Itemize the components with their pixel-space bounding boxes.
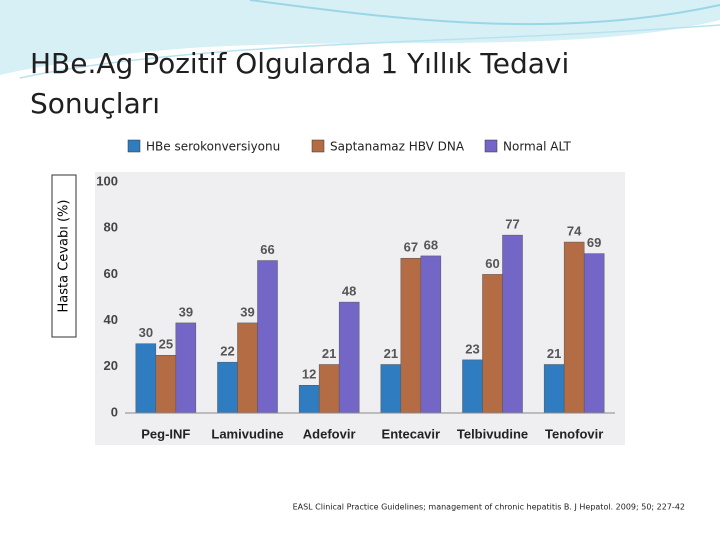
x-tick-label: Entecavir [382, 426, 441, 441]
value-label: 66 [260, 242, 274, 257]
y-tick-label: 100 [96, 173, 118, 188]
y-axis-label: Hasta Cevabı (%) [57, 200, 72, 313]
value-label: 68 [424, 237, 438, 252]
value-label: 23 [465, 341, 479, 356]
bar [563, 241, 585, 414]
bar [175, 322, 197, 414]
value-label: 74 [567, 223, 582, 238]
value-label: 39 [240, 304, 254, 319]
legend-label: Normal ALT [503, 140, 571, 154]
legend-swatch [311, 139, 325, 153]
value-label: 22 [220, 344, 234, 359]
y-tick-label: 60 [104, 266, 118, 281]
x-tick-label: Peg-INF [141, 426, 190, 441]
value-label: 12 [302, 367, 316, 382]
source: EASL Clinical Practice Guidelines; manag… [293, 503, 685, 512]
value-label: 60 [485, 256, 499, 271]
value-label: 25 [159, 337, 173, 352]
y-label-box [51, 174, 77, 338]
bar [155, 355, 177, 414]
bar [257, 260, 278, 414]
legend-label: Saptanamaz HBV DNA [330, 140, 465, 154]
bar [502, 234, 523, 414]
bar [135, 343, 157, 414]
value-label: 77 [505, 217, 519, 232]
bar [583, 253, 605, 414]
bar [338, 301, 360, 414]
decoration [19, 24, 720, 79]
bar [400, 257, 422, 414]
y-tick-label: 80 [104, 220, 118, 235]
value-label: 67 [404, 240, 418, 255]
value-label: 69 [587, 235, 601, 250]
y-tick-label: 40 [104, 312, 118, 327]
value-label: 48 [342, 284, 356, 299]
x-tick-label: Tenofovir [545, 426, 603, 441]
value-label: 39 [179, 304, 193, 319]
decoration [249, 0, 720, 26]
bar [237, 322, 258, 414]
bar [420, 255, 442, 414]
y-tick-label: 0 [111, 404, 118, 419]
bar [482, 274, 503, 414]
bar [543, 364, 565, 414]
value-label: 21 [547, 346, 561, 361]
decoration [0, 0, 720, 75]
x-tick-label: Lamivudine [211, 426, 283, 441]
slide-title: HBe.Ag Pozitif Olgularda 1 Yıllık Tedavi… [30, 47, 570, 120]
x-tick-label: Adefovir [303, 426, 356, 441]
bar [462, 359, 483, 414]
bar [318, 364, 340, 414]
bar [380, 364, 402, 414]
value-label: 30 [139, 325, 153, 340]
legend-swatch [484, 139, 498, 153]
value-label: 21 [322, 346, 336, 361]
y-tick-label: 20 [104, 358, 118, 373]
x-tick-label: Telbivudine [457, 426, 528, 441]
bar [298, 385, 320, 414]
legend-label: HBe serokonversiyonu [146, 140, 280, 154]
value-label: 21 [384, 346, 398, 361]
legend-swatch [127, 139, 141, 153]
bar [217, 361, 238, 414]
